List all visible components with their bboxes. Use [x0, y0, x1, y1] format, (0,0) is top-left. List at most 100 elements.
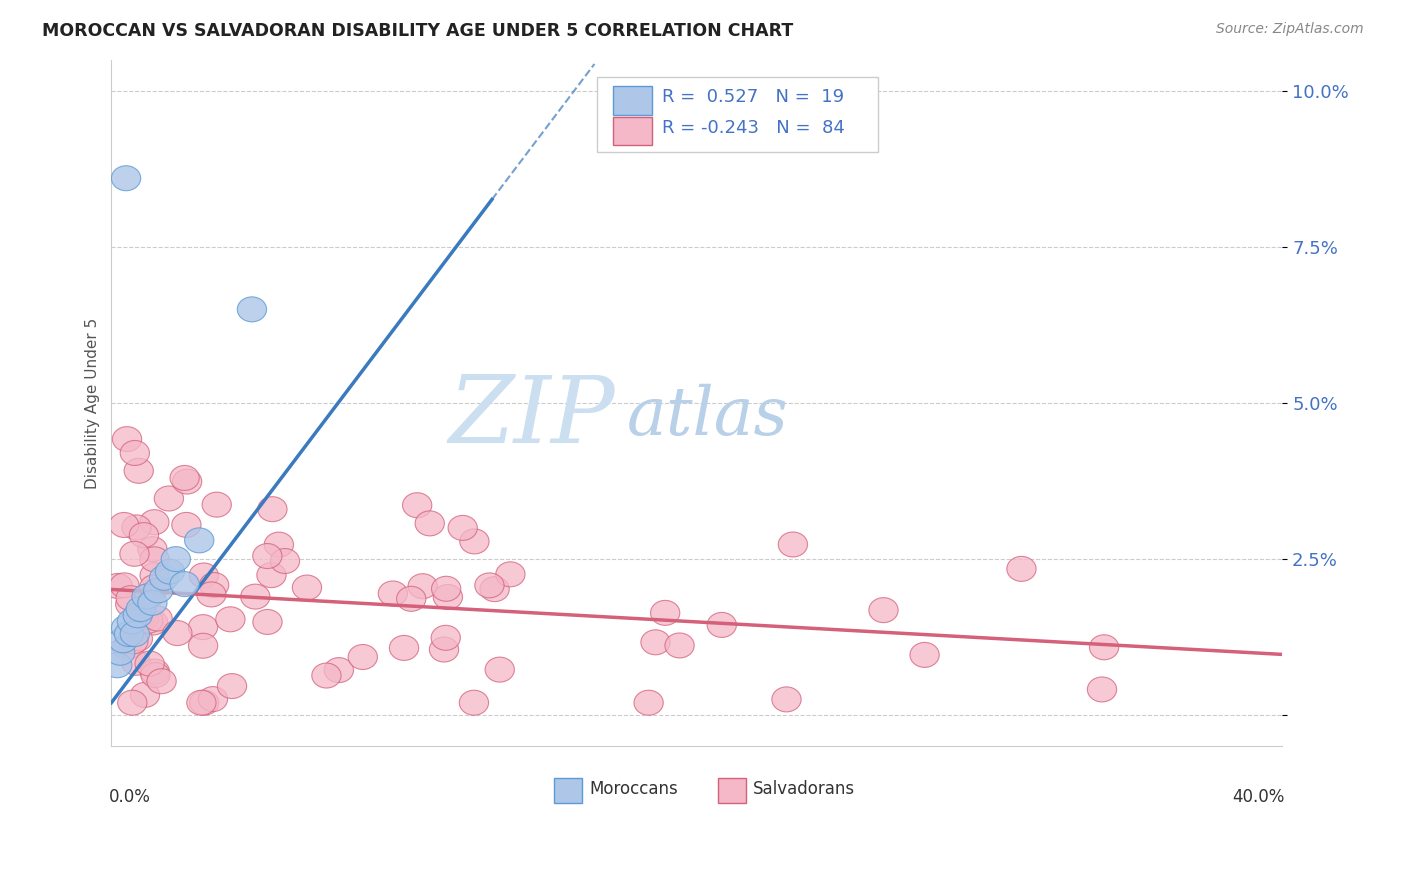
Ellipse shape — [138, 610, 167, 635]
Ellipse shape — [253, 609, 283, 634]
Text: 40.0%: 40.0% — [1232, 788, 1285, 805]
Ellipse shape — [408, 574, 437, 599]
Ellipse shape — [112, 426, 142, 451]
Ellipse shape — [869, 598, 898, 623]
Ellipse shape — [270, 549, 299, 574]
Ellipse shape — [112, 635, 142, 660]
Ellipse shape — [124, 603, 152, 628]
Ellipse shape — [103, 574, 132, 599]
Ellipse shape — [449, 516, 477, 541]
Ellipse shape — [292, 575, 322, 600]
Ellipse shape — [475, 573, 505, 598]
Ellipse shape — [132, 584, 162, 609]
Ellipse shape — [162, 547, 190, 572]
Ellipse shape — [188, 633, 218, 658]
Ellipse shape — [496, 562, 524, 587]
Ellipse shape — [114, 622, 143, 647]
Ellipse shape — [110, 573, 139, 598]
FancyBboxPatch shape — [613, 86, 652, 114]
Ellipse shape — [170, 572, 200, 597]
Ellipse shape — [120, 622, 149, 647]
Ellipse shape — [172, 512, 201, 537]
Ellipse shape — [155, 559, 184, 584]
Ellipse shape — [173, 469, 202, 494]
Ellipse shape — [238, 297, 267, 322]
Ellipse shape — [117, 586, 145, 611]
Ellipse shape — [772, 687, 801, 712]
Ellipse shape — [138, 537, 167, 562]
Ellipse shape — [143, 606, 173, 631]
Text: 0.0%: 0.0% — [110, 788, 150, 805]
Ellipse shape — [190, 563, 218, 588]
FancyBboxPatch shape — [598, 77, 879, 153]
Ellipse shape — [111, 166, 141, 191]
Ellipse shape — [135, 651, 165, 676]
Ellipse shape — [121, 650, 150, 675]
Ellipse shape — [257, 563, 285, 588]
Ellipse shape — [117, 609, 146, 634]
Text: Moroccans: Moroccans — [589, 780, 678, 798]
Ellipse shape — [120, 541, 149, 566]
Ellipse shape — [218, 673, 246, 698]
Ellipse shape — [170, 466, 200, 491]
Ellipse shape — [325, 657, 353, 682]
Ellipse shape — [415, 511, 444, 536]
Ellipse shape — [127, 597, 155, 622]
Text: R = -0.243   N =  84: R = -0.243 N = 84 — [662, 120, 845, 137]
Ellipse shape — [139, 574, 169, 599]
Ellipse shape — [253, 543, 283, 568]
Ellipse shape — [138, 591, 167, 615]
Ellipse shape — [118, 629, 148, 654]
Ellipse shape — [188, 615, 218, 640]
Ellipse shape — [651, 600, 679, 625]
Ellipse shape — [141, 659, 170, 684]
Ellipse shape — [131, 682, 160, 707]
FancyBboxPatch shape — [718, 778, 747, 803]
Ellipse shape — [429, 637, 458, 662]
Ellipse shape — [641, 630, 671, 655]
Ellipse shape — [184, 528, 214, 553]
Ellipse shape — [215, 607, 245, 632]
Text: ZIP: ZIP — [449, 372, 614, 462]
FancyBboxPatch shape — [554, 778, 582, 803]
Ellipse shape — [155, 486, 184, 511]
Text: MOROCCAN VS SALVADORAN DISABILITY AGE UNDER 5 CORRELATION CHART: MOROCCAN VS SALVADORAN DISABILITY AGE UN… — [42, 22, 793, 40]
Ellipse shape — [139, 509, 169, 534]
Ellipse shape — [349, 645, 377, 670]
Ellipse shape — [134, 608, 163, 633]
Ellipse shape — [190, 690, 219, 715]
Ellipse shape — [105, 640, 135, 665]
Ellipse shape — [634, 690, 664, 715]
Y-axis label: Disability Age Under 5: Disability Age Under 5 — [86, 318, 100, 489]
Ellipse shape — [485, 657, 515, 682]
Ellipse shape — [665, 633, 695, 658]
Ellipse shape — [135, 583, 165, 608]
Ellipse shape — [122, 515, 150, 540]
Ellipse shape — [111, 615, 141, 640]
Ellipse shape — [124, 626, 152, 651]
Ellipse shape — [479, 576, 509, 601]
Ellipse shape — [460, 690, 488, 715]
Ellipse shape — [1090, 635, 1119, 660]
Ellipse shape — [148, 669, 176, 694]
Ellipse shape — [129, 523, 159, 548]
Ellipse shape — [1007, 557, 1036, 582]
Ellipse shape — [197, 582, 226, 607]
Ellipse shape — [115, 591, 145, 616]
Text: R =  0.527   N =  19: R = 0.527 N = 19 — [662, 88, 844, 106]
Ellipse shape — [910, 642, 939, 667]
Ellipse shape — [139, 547, 169, 572]
Ellipse shape — [257, 497, 287, 522]
Ellipse shape — [433, 584, 463, 609]
Ellipse shape — [396, 586, 426, 611]
Ellipse shape — [129, 606, 159, 631]
Ellipse shape — [202, 492, 232, 517]
Ellipse shape — [1087, 677, 1116, 702]
Ellipse shape — [198, 687, 228, 712]
Ellipse shape — [402, 492, 432, 517]
Ellipse shape — [779, 532, 807, 557]
Ellipse shape — [707, 613, 737, 638]
Ellipse shape — [143, 578, 173, 603]
Ellipse shape — [389, 635, 419, 660]
Text: atlas: atlas — [627, 384, 789, 450]
